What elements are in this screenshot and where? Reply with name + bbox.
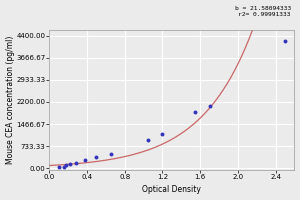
Text: b = 21.58094333
r2= 0.99991333: b = 21.58094333 r2= 0.99991333 [235,6,291,17]
Point [64,164,69,167]
Y-axis label: Mouse CEA concentration (pg/ml): Mouse CEA concentration (pg/ml) [6,35,15,164]
Point [61,165,66,168]
Point [108,152,113,156]
X-axis label: Optical Density: Optical Density [142,185,201,194]
Point [94,155,99,159]
Point [56,165,61,168]
Point [146,138,151,142]
Point [83,158,88,161]
Point [160,133,165,136]
Point [74,161,78,164]
Point [193,110,198,113]
Point [283,39,287,43]
Point [207,104,212,108]
Point [68,162,73,166]
